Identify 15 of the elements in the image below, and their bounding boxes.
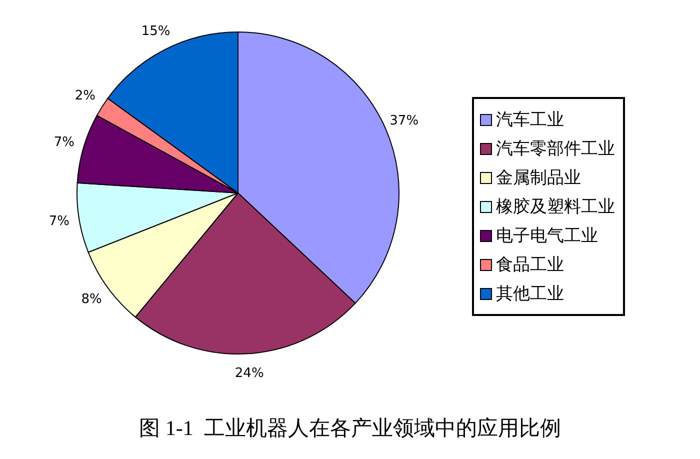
- legend-label: 橡胶及塑料工业: [496, 196, 615, 218]
- data-label: 2%: [74, 88, 96, 104]
- data-label: 7%: [48, 214, 70, 229]
- legend-label: 汽车零部件工业: [496, 138, 615, 160]
- legend-label: 其他工业: [496, 283, 564, 305]
- legend-label: 汽车工业: [496, 109, 564, 131]
- data-label: 8%: [81, 292, 102, 307]
- data-label: 37%: [390, 114, 419, 129]
- data-label: 15%: [141, 24, 170, 40]
- legend-label: 食品工业: [496, 254, 564, 276]
- data-label: 7%: [54, 135, 74, 150]
- legend-label: 电子电气工业: [496, 225, 598, 247]
- text: 图 1-1 工业机器人在各产业领域中的应用比例: [138, 415, 562, 442]
- legend-label: 金属制品业: [496, 167, 581, 189]
- data-label: 24%: [234, 366, 264, 382]
